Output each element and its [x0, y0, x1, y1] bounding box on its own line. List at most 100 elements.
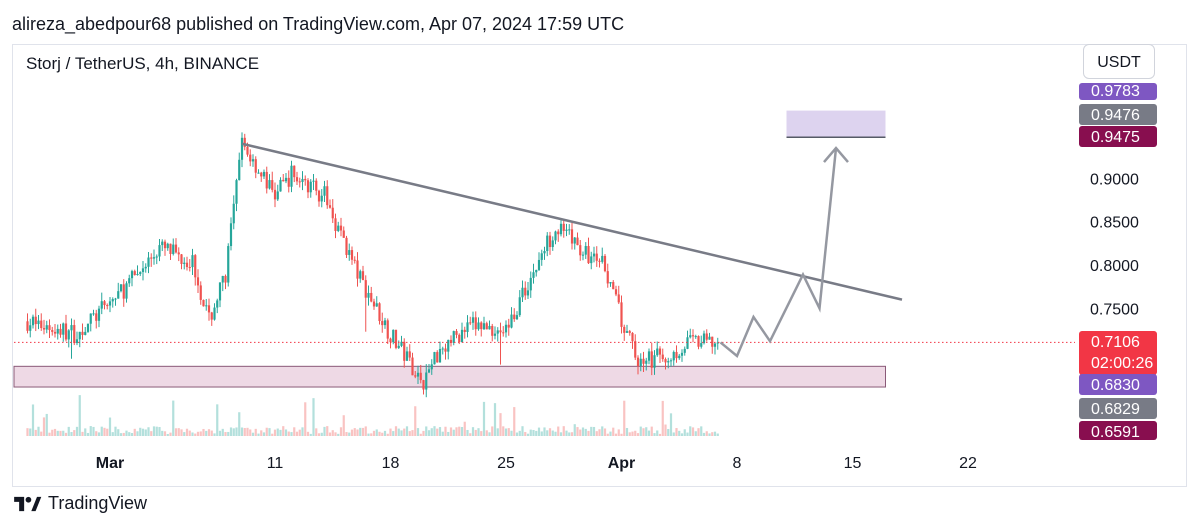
candle-body [557, 231, 560, 235]
countdown-label-text: 02:00:26 [1091, 355, 1153, 372]
volume-bar [298, 429, 301, 436]
volume-bar [518, 430, 521, 436]
candles [26, 132, 719, 398]
candle-body [554, 231, 557, 241]
projection-arrowhead [823, 146, 849, 163]
volume-bar [95, 431, 98, 436]
candle-body [449, 339, 453, 343]
candle-body [229, 223, 233, 247]
volume-bar [199, 431, 202, 436]
volume-bar [661, 400, 664, 436]
candle-body [26, 321, 29, 331]
volume-bar [257, 433, 260, 436]
volume-bar [169, 432, 172, 436]
candle-body [183, 262, 186, 264]
volume-bar [658, 433, 662, 436]
candle-body [537, 259, 541, 270]
volume-bar [320, 432, 323, 436]
candle-body [496, 330, 499, 334]
volume-bar [356, 429, 359, 436]
volume-bar [480, 431, 483, 436]
candle-body [562, 223, 565, 231]
drawings [14, 142, 1075, 358]
volume-bar [273, 429, 277, 436]
volume-bar [482, 401, 486, 436]
candle-body [86, 323, 90, 332]
volume-bar [397, 428, 400, 436]
volume-bar [694, 431, 697, 436]
candle-body [623, 326, 626, 333]
candle-body [493, 333, 497, 336]
volume-bar [559, 432, 563, 436]
volume-bar [422, 430, 425, 436]
candle-body [119, 284, 123, 292]
candle-body [290, 165, 293, 187]
volume-bar [268, 428, 271, 436]
volume-bar [623, 400, 626, 436]
volume-bar [595, 431, 598, 436]
candle-body [251, 159, 255, 162]
volume-bar [656, 430, 659, 436]
candle-body [441, 348, 444, 350]
candle-body [394, 329, 398, 348]
candle-body [254, 159, 257, 173]
candle-body [664, 359, 667, 363]
volume-bar [133, 428, 136, 436]
price-label-box [1079, 421, 1157, 440]
volume-bar [224, 432, 227, 436]
candle-body [163, 241, 167, 249]
volume-bar [108, 417, 112, 436]
volume-bar [405, 426, 409, 436]
candle-body [359, 271, 362, 279]
volume-bar [111, 432, 114, 436]
candle-body [273, 189, 277, 200]
volume-bar [389, 428, 392, 436]
volume-bar [601, 426, 604, 436]
volume-bar [254, 428, 257, 436]
volume-bar [177, 428, 180, 436]
currency-button[interactable]: USDT [1083, 44, 1155, 79]
candle-body [529, 277, 532, 291]
candle-body [551, 240, 554, 248]
candle-body [656, 348, 659, 356]
candle-body [185, 262, 189, 268]
volume-bar [504, 428, 508, 436]
volume-bar [301, 427, 304, 436]
volume-bar [218, 430, 222, 436]
volume-bar [232, 428, 235, 436]
candle-body [590, 256, 593, 264]
price-label-box [1079, 126, 1157, 147]
volume-bar [647, 430, 651, 436]
volume-bar [557, 426, 560, 436]
candle-body [587, 246, 590, 264]
volume-bar [408, 431, 411, 436]
candle-body [543, 251, 546, 254]
candle-body [658, 348, 662, 355]
candle-body [260, 172, 263, 177]
candle-body [111, 299, 114, 302]
candle-body [647, 351, 651, 361]
volume-bar [158, 427, 161, 436]
candle-body [108, 301, 112, 306]
candle-body [372, 301, 376, 307]
volume-bar [700, 426, 703, 436]
volume-bar [227, 431, 230, 436]
volume-bar [364, 426, 367, 436]
candle-body [158, 245, 161, 257]
candle-body [218, 282, 222, 301]
volume-bar [73, 430, 76, 436]
candle-body [152, 257, 156, 259]
candle-body [691, 335, 695, 337]
volume-bar [403, 428, 406, 436]
candle-body [625, 331, 629, 333]
candle-body [573, 237, 576, 244]
volume-bar [29, 428, 32, 436]
candle-body [444, 348, 447, 352]
candle-body [680, 352, 684, 356]
volume-bar [45, 413, 48, 436]
volume-bar [631, 431, 634, 436]
volume-bar [441, 431, 444, 436]
brand-name: TradingView [48, 493, 148, 513]
candle-body [606, 271, 609, 284]
